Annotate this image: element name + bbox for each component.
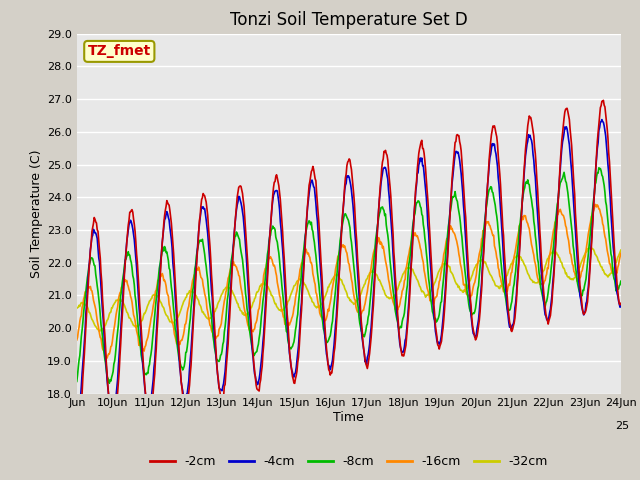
Text: TZ_fmet: TZ_fmet — [88, 44, 151, 59]
Y-axis label: Soil Temperature (C): Soil Temperature (C) — [30, 149, 43, 278]
Text: 25: 25 — [616, 421, 630, 432]
Title: Tonzi Soil Temperature Set D: Tonzi Soil Temperature Set D — [230, 11, 468, 29]
Legend: -2cm, -4cm, -8cm, -16cm, -32cm: -2cm, -4cm, -8cm, -16cm, -32cm — [145, 450, 553, 473]
X-axis label: Time: Time — [333, 411, 364, 424]
